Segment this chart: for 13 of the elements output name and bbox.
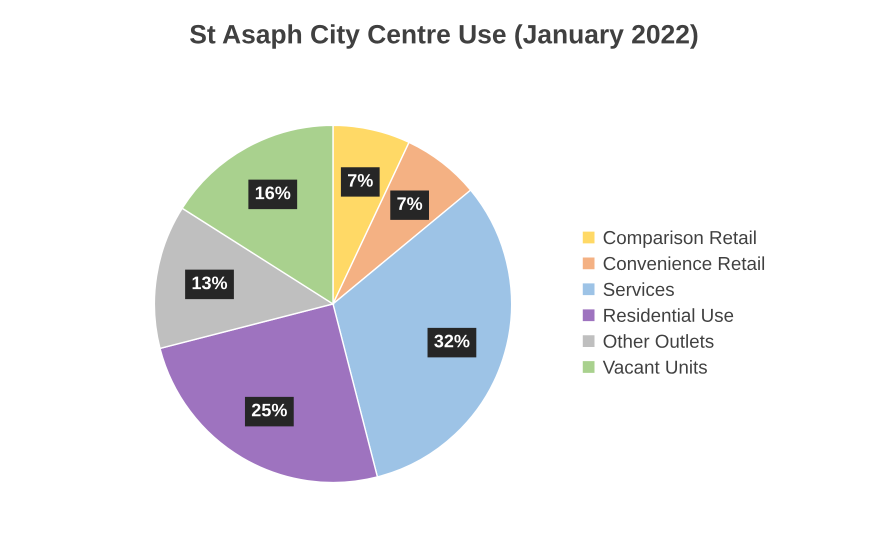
data-label: 32%: [434, 334, 470, 348]
legend-label: Services: [604, 282, 674, 296]
legend-label: Residential Use: [604, 308, 734, 322]
data-label: 25%: [252, 404, 287, 416]
data-label: 7%: [397, 197, 422, 210]
legend-label: Comparison Retail: [604, 230, 756, 248]
data-label: 13%: [192, 276, 228, 290]
legend-label: Other Outlets: [604, 334, 714, 348]
data-label: 16%: [256, 186, 290, 200]
data-label: 7%: [348, 174, 373, 187]
legend-label: Convenience Retail: [604, 256, 764, 270]
legend-label: Vacant Units: [602, 360, 707, 374]
chart-title: St Asaph City Centre Use (January 2022): [190, 24, 698, 49]
